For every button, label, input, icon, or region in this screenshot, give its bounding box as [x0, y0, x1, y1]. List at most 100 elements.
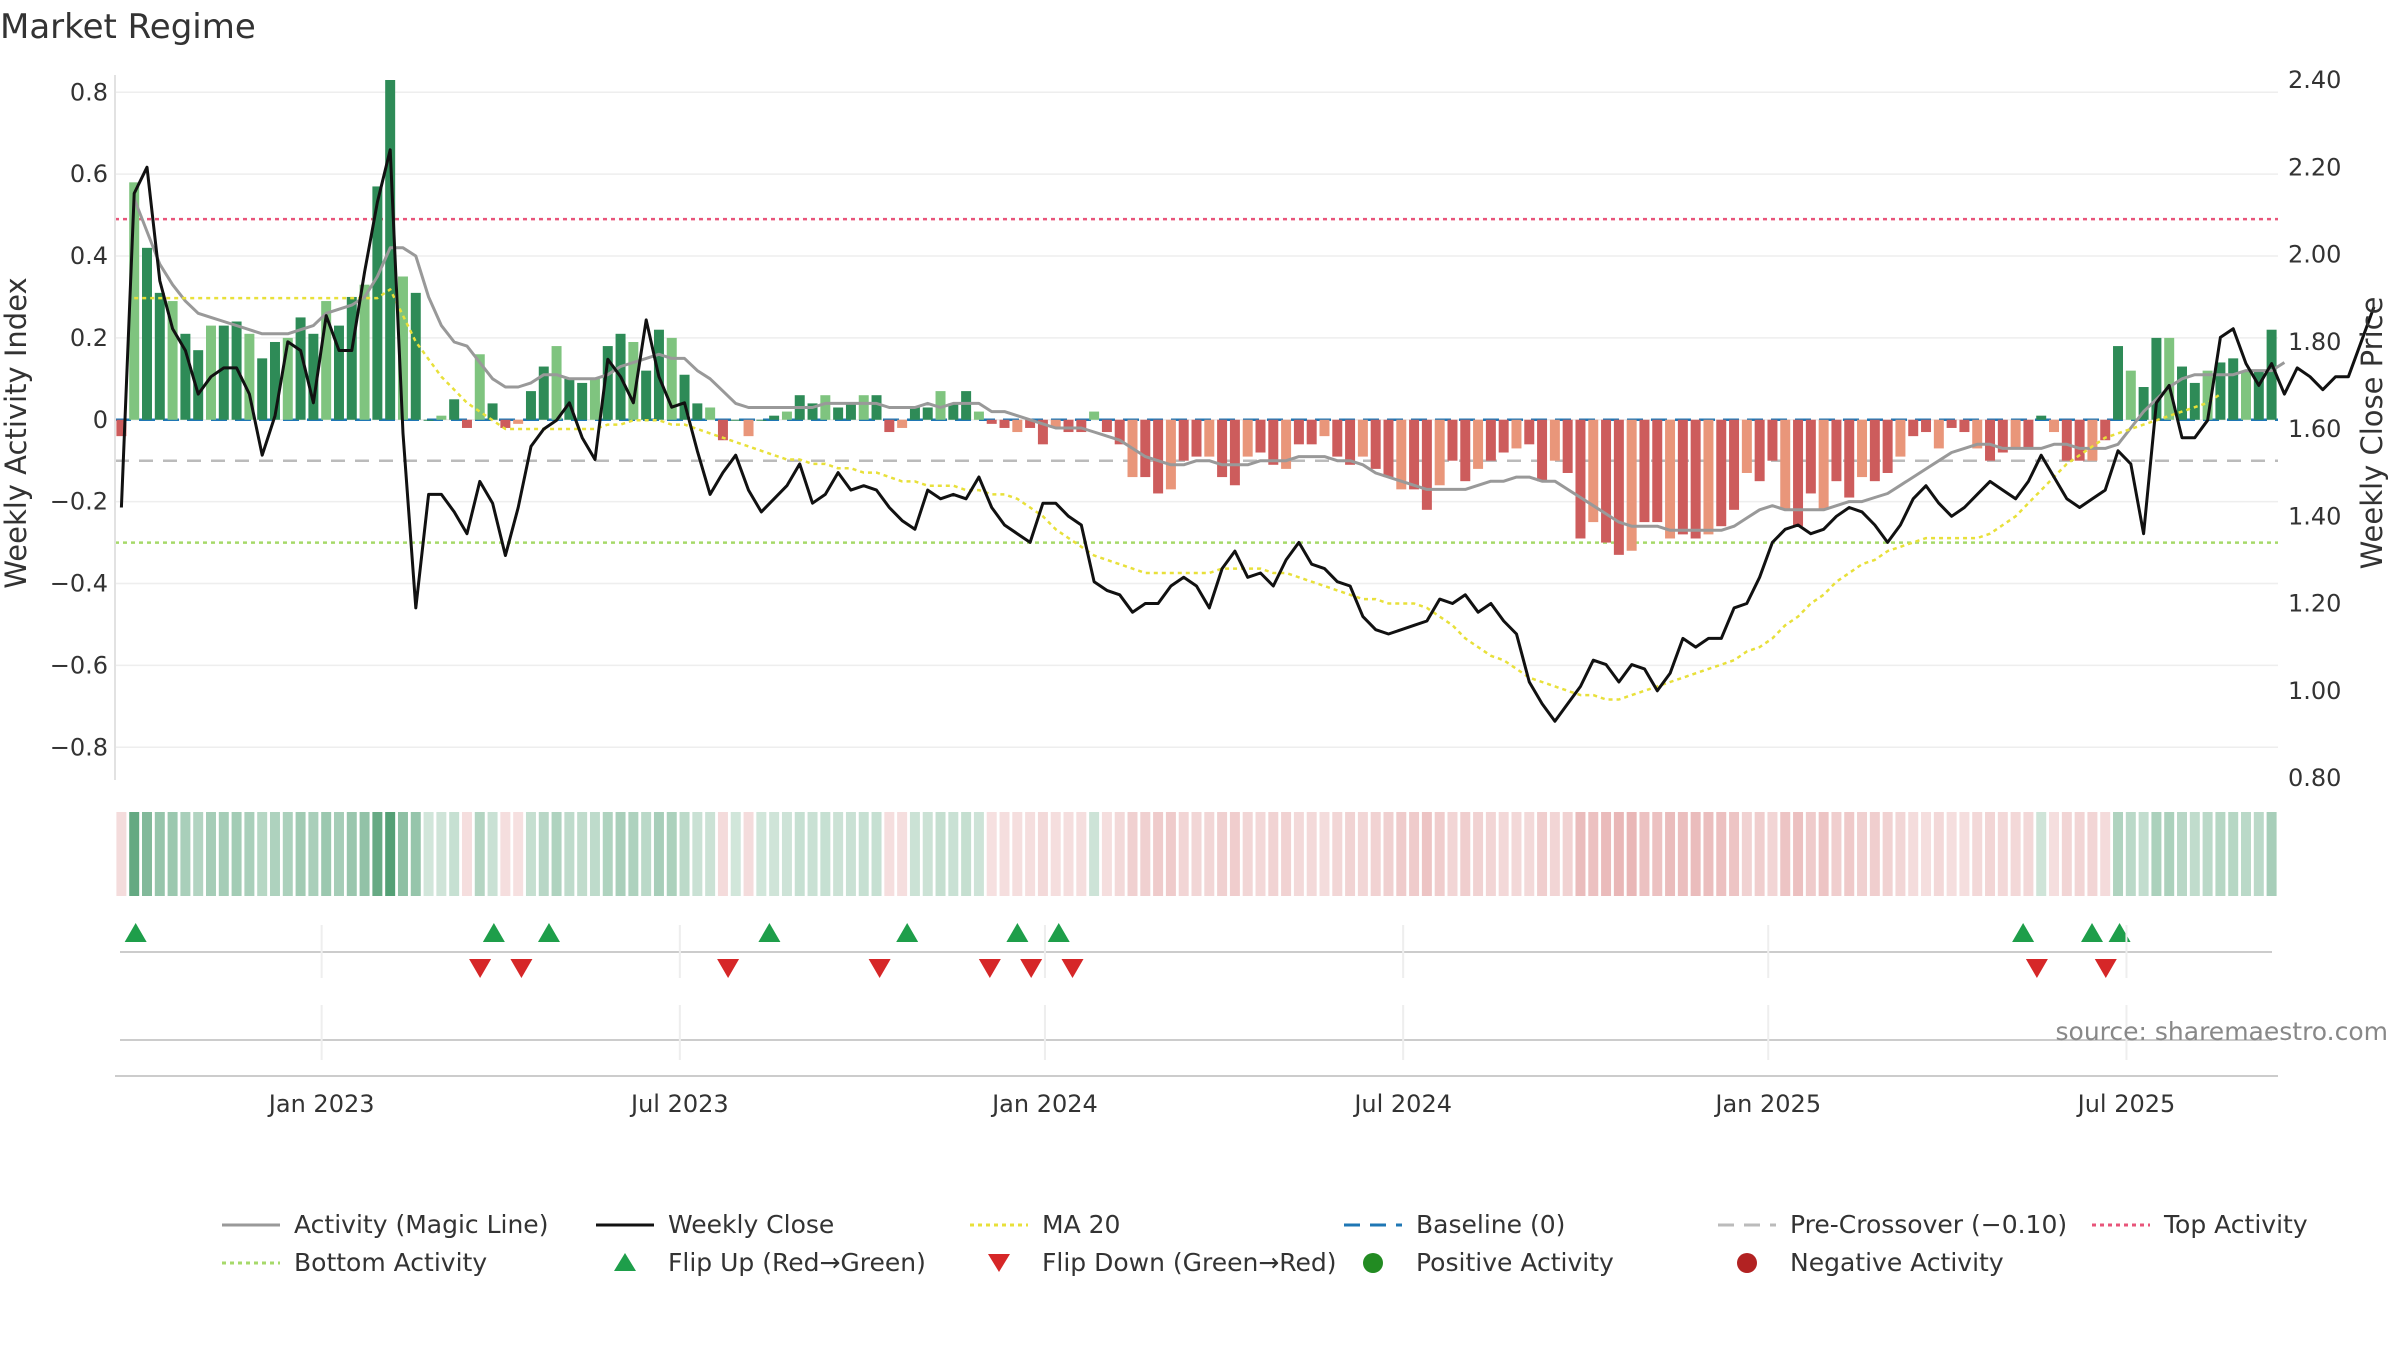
- regime-cell: [1716, 812, 1727, 896]
- legend-label: Negative Activity: [1790, 1248, 2004, 1277]
- y-right-tick-label: 1.80: [2288, 328, 2341, 356]
- activity-bar: [756, 419, 767, 421]
- activity-bar: [1319, 419, 1330, 437]
- regime-cell: [1882, 812, 1893, 896]
- activity-bar: [1114, 419, 1125, 445]
- regime-cell: [2023, 812, 2034, 896]
- regime-cell: [1050, 812, 1061, 896]
- regime-cell: [1972, 812, 1983, 896]
- flip-down-marker: [2094, 959, 2117, 978]
- legend-label: Top Activity: [2163, 1210, 2308, 1239]
- activity-bar: [1485, 419, 1496, 461]
- activity-bar: [1076, 419, 1087, 433]
- regime-cell: [2074, 812, 2085, 896]
- flip-markers: [120, 923, 2272, 1041]
- regime-cell: [538, 812, 549, 896]
- legend-swatch: [1363, 1253, 1383, 1273]
- regime-cell: [1549, 812, 1560, 896]
- regime-cell: [1319, 812, 1330, 896]
- activity-bar: [1268, 419, 1279, 465]
- regime-cell: [653, 812, 664, 896]
- regime-cell: [180, 812, 191, 896]
- regime-cell: [730, 812, 741, 896]
- legend-swatch: [614, 1253, 636, 1271]
- regime-cell: [1485, 812, 1496, 896]
- regime-cell: [1869, 812, 1880, 896]
- regime-cell: [2164, 812, 2175, 896]
- y-left-tick-label: −0.6: [50, 651, 108, 679]
- activity-bar: [282, 337, 293, 420]
- activity-bar: [1575, 419, 1586, 539]
- activity-bar: [269, 341, 280, 420]
- regime-cell: [346, 812, 357, 896]
- weekly-close-line: [119, 148, 2376, 723]
- regime-cell: [1165, 812, 1176, 896]
- activity-bar: [1767, 419, 1778, 461]
- regime-cell: [551, 812, 562, 896]
- regime-cell: [897, 812, 908, 896]
- flip-up-marker: [896, 923, 919, 942]
- regime-cell: [577, 812, 588, 896]
- activity-bar: [333, 325, 344, 420]
- activity-bar: [1869, 419, 1880, 482]
- regime-cell: [1575, 812, 1586, 896]
- ma-20-line: [134, 288, 2222, 701]
- activity-bar: [295, 317, 306, 420]
- activity-bar: [1831, 419, 1842, 482]
- regime-cell: [743, 812, 754, 896]
- activity-bar: [602, 346, 613, 420]
- axes: 0.8 0.6 0.4 0.2 0 −0.2 −0.4 −0.6 −0.8 2.40 2.20 2.0…: [50, 66, 2342, 792]
- activity-bar: [1946, 419, 1957, 428]
- regime-cell: [679, 812, 690, 896]
- activity-bar: [1025, 419, 1036, 428]
- legend-label: Flip Up (Red→Green): [668, 1248, 926, 1277]
- activity-bar: [909, 407, 920, 420]
- activity-bar: [410, 292, 421, 420]
- activity-bar: [1805, 419, 1816, 494]
- activity-bar: [1242, 419, 1253, 457]
- regime-cell: [986, 812, 997, 896]
- activity-bar: [1729, 419, 1740, 510]
- activity-bar: [922, 407, 933, 420]
- activity-bar: [2100, 419, 2111, 441]
- regime-cell: [1831, 812, 1842, 896]
- regime-cell: [142, 812, 152, 896]
- activity-bar: [1293, 419, 1304, 445]
- regime-cell: [461, 812, 472, 896]
- activity-bar: [538, 366, 549, 420]
- legend-item: Flip Down (Green→Red): [988, 1248, 1337, 1277]
- regime-cell: [1434, 812, 1445, 896]
- y-left-tick-label: −0.2: [50, 488, 108, 516]
- regime-cell: [1818, 812, 1829, 896]
- activity-bar: [359, 284, 370, 420]
- regime-cell: [2215, 812, 2226, 896]
- y-right-tick-label: 1.60: [2288, 415, 2341, 443]
- legend-label: Weekly Close: [668, 1210, 834, 1239]
- activity-bar: [1844, 419, 1855, 498]
- activity-bar: [2253, 370, 2264, 420]
- activity-bar: [1601, 419, 1612, 543]
- regime-cell: [2113, 812, 2124, 896]
- activity-bar: [1524, 419, 1535, 445]
- regime-cell: [1332, 812, 1343, 896]
- activity-bar: [1562, 419, 1573, 473]
- activity-bar: [1741, 419, 1752, 473]
- activity-bar: [1677, 419, 1688, 535]
- regime-cell: [1652, 812, 1663, 896]
- legend-item: Bottom Activity: [222, 1248, 487, 1277]
- activity-bar: [807, 403, 818, 420]
- activity-bar: [1716, 419, 1727, 527]
- activity-bar: [154, 292, 165, 420]
- regime-cell: [193, 812, 204, 896]
- activity-bar: [1089, 411, 1100, 420]
- activity-bar: [884, 419, 895, 433]
- activity-bar: [1997, 419, 2008, 453]
- regime-cell: [641, 812, 652, 896]
- y-right-tick-label: 2.00: [2288, 241, 2341, 269]
- activity-bar: [1639, 419, 1650, 523]
- regime-cell: [1997, 812, 2008, 896]
- activity-bar: [1921, 419, 1932, 433]
- activity-bar: [1511, 419, 1522, 449]
- legend-item: Top Activity: [2092, 1210, 2308, 1239]
